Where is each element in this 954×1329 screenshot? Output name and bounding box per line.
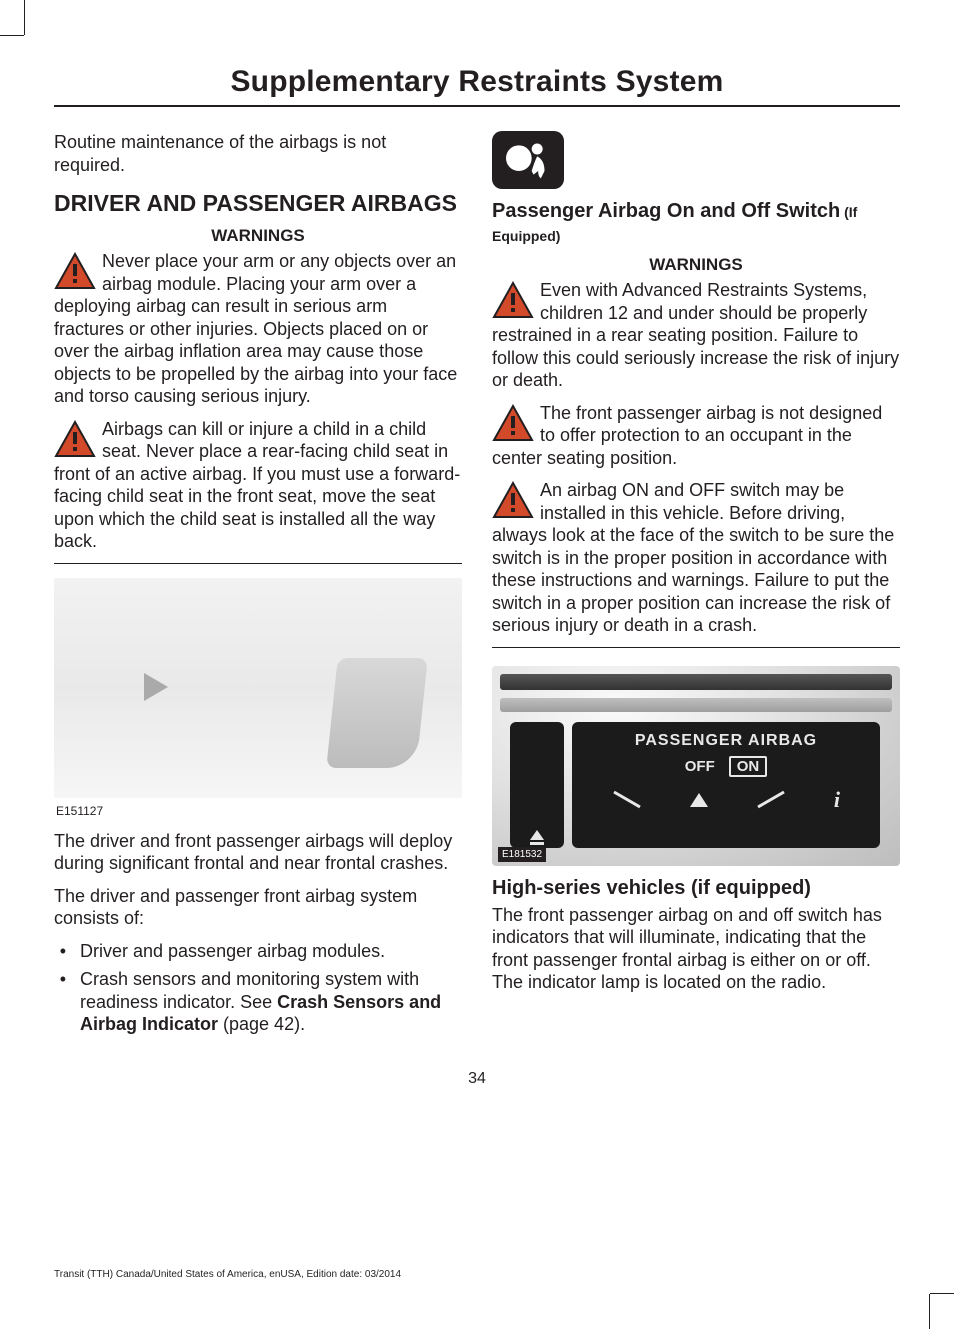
warning-block: An airbag ON and OFF switch may be insta…: [492, 479, 900, 637]
list-item-text: (page 42).: [218, 1014, 305, 1034]
warning-triangle-icon: [492, 404, 534, 442]
warning-triangle-icon: [54, 420, 96, 458]
warning-triangle-icon: [492, 481, 534, 519]
warning-text: An airbag ON and OFF switch may be insta…: [492, 480, 894, 635]
warnings-separator: [54, 563, 462, 564]
warning-text: Even with Advanced Restraints Systems, c…: [492, 280, 899, 390]
footer-text: Transit (TTH) Canada/United States of Am…: [54, 1269, 401, 1280]
warnings-heading: WARNINGS: [54, 226, 462, 246]
airbag-switch-figure: PASSENGER AIRBAG OFF ON i E181532: [492, 666, 900, 866]
panel-divider-icon: [757, 791, 784, 809]
warning-text: The front passenger airbag is not design…: [492, 403, 882, 468]
header-rule: [54, 105, 900, 107]
list-item: Crash sensors and monitoring system with…: [76, 968, 462, 1036]
warning-block: The front passenger airbag is not design…: [492, 402, 900, 470]
figure-caption: E151127: [56, 804, 462, 818]
airbag-system-list: Driver and passenger airbag modules. Cra…: [54, 940, 462, 1036]
figure-trim-mid: [500, 698, 892, 712]
right-column: Passenger Airbag On and Off Switch (If E…: [492, 131, 900, 1042]
eject-icon: [530, 830, 544, 840]
left-column: Routine maintenance of the airbags is no…: [54, 131, 462, 1042]
warnings-heading: WARNINGS: [492, 255, 900, 275]
page-number: 34: [54, 1070, 900, 1088]
figure-tag: E181532: [498, 847, 546, 862]
page: Supplementary Restraints System Routine …: [24, 35, 930, 1294]
high-series-paragraph: The front passenger airbag on and off sw…: [492, 904, 900, 994]
figure-panel-left: [510, 722, 564, 848]
panel-off-on-row: OFF ON: [588, 756, 864, 777]
warning-block: Never place your arm or any objects over…: [54, 250, 462, 408]
intro-paragraph: Routine maintenance of the airbags is no…: [54, 131, 462, 176]
figure-arrow-icon: [144, 673, 168, 701]
figure-panel-main: PASSENGER AIRBAG OFF ON i: [572, 722, 880, 848]
warning-triangle-icon: [492, 281, 534, 319]
on-label: ON: [729, 756, 768, 777]
list-item: Driver and passenger airbag modules.: [76, 940, 462, 963]
warning-text: Never place your arm or any objects over…: [54, 251, 457, 406]
passenger-airbag-icon: [492, 131, 564, 189]
panel-bottom-row: i: [588, 787, 864, 813]
page-title: Supplementary Restraints System: [54, 65, 900, 99]
section-heading-driver-passenger-airbags: DRIVER AND PASSENGER AIRBAGS: [54, 190, 462, 216]
warning-triangle-icon: [54, 252, 96, 290]
airbag-glyph-icon: [500, 138, 556, 182]
deploy-paragraph: The driver and front passenger airbags w…: [54, 830, 462, 875]
info-icon: i: [834, 787, 840, 813]
consists-paragraph: The driver and passenger front airbag sy…: [54, 885, 462, 930]
warning-block: Even with Advanced Restraints Systems, c…: [492, 279, 900, 392]
heading-text: Passenger Airbag On and Off Switch: [492, 200, 840, 222]
airbag-interior-figure: [54, 578, 462, 798]
warning-block: Airbags can kill or injure a child in a …: [54, 418, 462, 553]
panel-divider-icon: [613, 791, 640, 809]
warning-text: Airbags can kill or injure a child in a …: [54, 419, 460, 552]
warnings-separator: [492, 647, 900, 648]
triangle-up-icon: [690, 793, 708, 807]
section-heading-passenger-airbag-switch: Passenger Airbag On and Off Switch (If E…: [492, 199, 900, 247]
content-columns: Routine maintenance of the airbags is no…: [54, 131, 900, 1042]
panel-title: PASSENGER AIRBAG: [588, 732, 864, 750]
figure-trim-top: [500, 674, 892, 690]
off-label: OFF: [685, 758, 715, 775]
section-heading-high-series: High-series vehicles (if equipped): [492, 876, 900, 900]
figure-seat-shape: [326, 658, 428, 768]
